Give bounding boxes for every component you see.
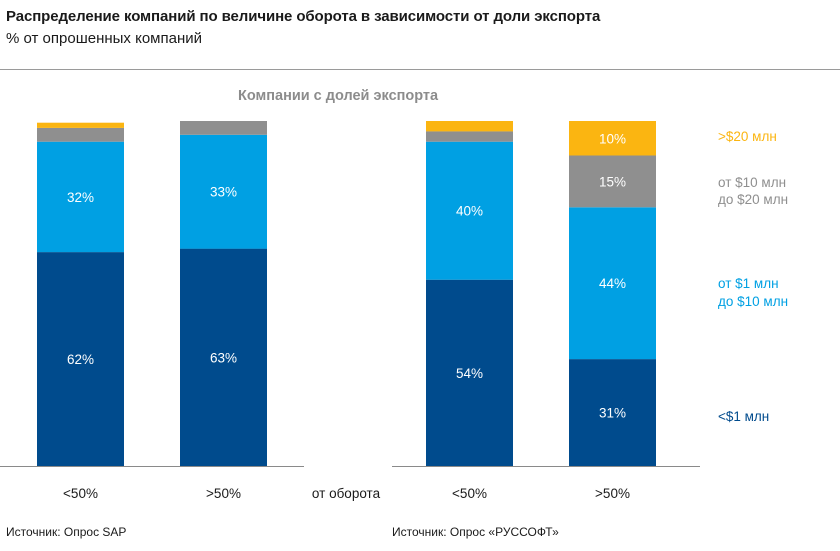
category-label-0-0: <50%: [63, 486, 98, 501]
source-right: Источник: Опрос «РУССОФТ»: [392, 525, 559, 539]
category-label-0-1: >50%: [206, 486, 241, 501]
bar-segment-1-0-2: [426, 131, 513, 142]
bar-segment-1-1-3: [569, 121, 656, 156]
legend-item-2-0: от $1 млн: [718, 276, 779, 291]
data-label-0-0-0: 62%: [67, 352, 94, 367]
data-label-1-1-0: 31%: [599, 406, 626, 421]
data-label-1-0-1: 40%: [456, 204, 483, 219]
bar-segment-0-0-1: [37, 141, 124, 253]
bar-segment-0-1-1: [180, 134, 267, 249]
category-label-1-0: <50%: [452, 486, 487, 501]
bar-segment-0-1-2: [180, 121, 267, 135]
data-label-1-0-0: 54%: [456, 366, 483, 381]
chart-subtitle: % от опрошенных компаний: [6, 30, 202, 47]
bar-segment-0-0-0: [37, 252, 124, 466]
data-label-0-1-1: 33%: [210, 185, 237, 200]
data-label-1-1-1: 44%: [599, 276, 626, 291]
chart-title: Распределение компаний по величине оборо…: [6, 8, 601, 25]
middle-axis-label: от оборота: [312, 486, 381, 501]
data-label-1-1-3: 10%: [599, 131, 626, 146]
panel-subheading: Компании с долей экспорта: [238, 88, 439, 104]
legend-item-2-1: до $10 млн: [718, 294, 788, 309]
title-divider: [0, 69, 840, 70]
legend-item-0-0: >$20 млн: [718, 129, 777, 144]
data-label-0-1-0: 63%: [210, 350, 237, 365]
bar-segment-1-0-3: [426, 121, 513, 132]
bar-segment-1-1-0: [569, 359, 656, 467]
data-label-0-0-1: 32%: [67, 190, 94, 205]
data-label-1-1-2: 15%: [599, 174, 626, 189]
bar-segment-1-0-0: [426, 279, 513, 466]
bar-segment-1-0-1: [426, 141, 513, 280]
bar-segment-0-0-2: [37, 127, 124, 142]
category-label-1-1: >50%: [595, 486, 630, 501]
bar-segment-0-1-0: [180, 248, 267, 466]
legend-item-1-0: от $10 млн: [718, 175, 786, 190]
source-left: Источник: Опрос SAP: [6, 525, 127, 539]
bar-segment-1-1-1: [569, 207, 656, 360]
bar-segment-1-1-2: [569, 155, 656, 208]
legend-item-3-0: <$1 млн: [718, 409, 769, 424]
legend-item-1-1: до $20 млн: [718, 192, 788, 207]
bar-segment-0-0-3: [37, 122, 124, 128]
